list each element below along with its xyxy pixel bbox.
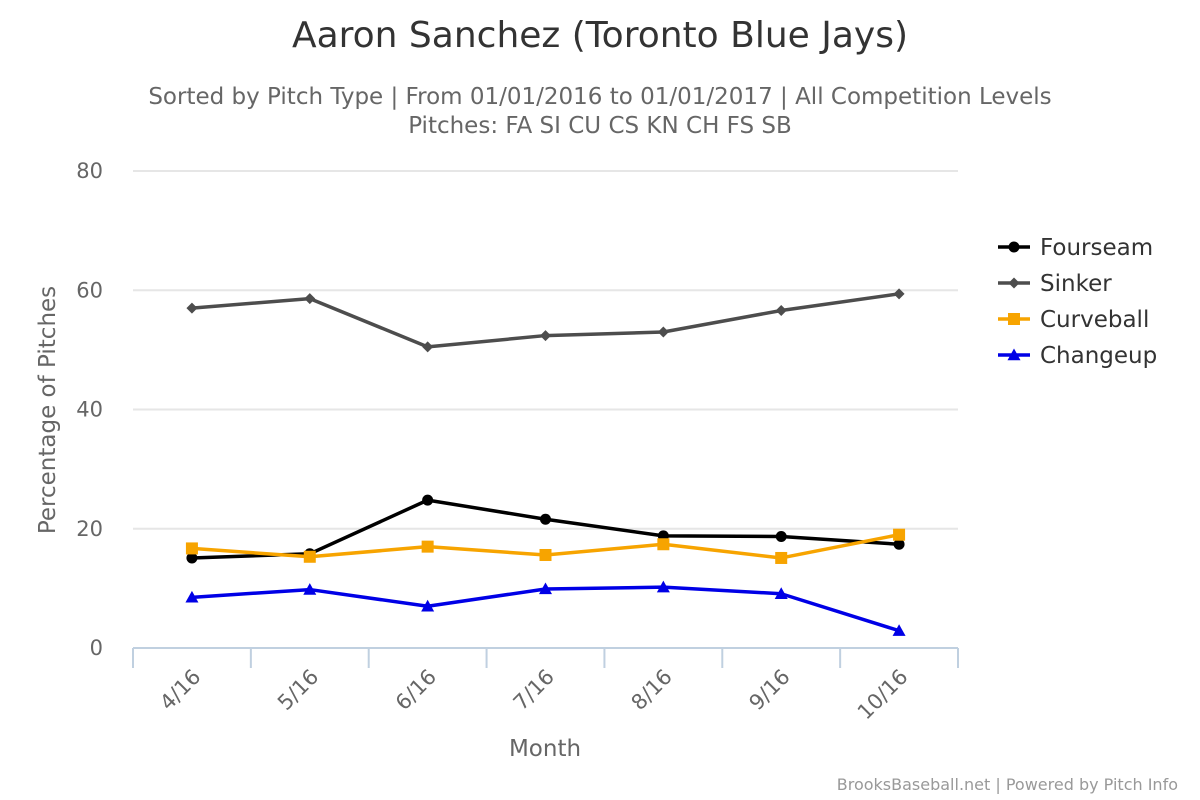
legend-item-sinker[interactable]: Sinker xyxy=(998,271,1112,297)
legend-item-changeup[interactable]: Changeup xyxy=(998,343,1157,369)
x-tick-label: 10/16 xyxy=(853,665,913,725)
y-tick-label: 20 xyxy=(76,517,103,541)
data-point-sinker[interactable] xyxy=(775,305,787,317)
y-axis-ticks: 0 20 40 60 80 xyxy=(76,159,103,660)
y-tick-label: 0 xyxy=(90,636,103,660)
data-point-changeup[interactable] xyxy=(421,599,435,612)
data-point-curveball[interactable] xyxy=(539,548,552,561)
data-point-fourseam[interactable] xyxy=(186,552,198,564)
x-tick-label: 7/16 xyxy=(509,665,559,715)
x-tick-label: 8/16 xyxy=(627,665,677,715)
legend-label: Sinker xyxy=(1040,271,1112,297)
data-point-sinker[interactable] xyxy=(893,288,905,300)
data-point-fourseam[interactable] xyxy=(893,538,905,550)
legend[interactable]: Fourseam Sinker Curveball Changeup xyxy=(998,235,1157,369)
data-point-changeup[interactable] xyxy=(539,582,552,595)
data-point-curveball[interactable] xyxy=(185,542,198,555)
data-point-sinker[interactable] xyxy=(186,302,198,314)
legend-marker xyxy=(1007,348,1021,361)
legend-label: Fourseam xyxy=(1040,235,1153,261)
x-tick-label: 9/16 xyxy=(744,665,794,715)
gridlines xyxy=(133,170,958,530)
y-axis-title: Percentage of Pitches xyxy=(35,286,61,534)
data-point-curveball[interactable] xyxy=(303,550,316,563)
x-tick-label: 6/16 xyxy=(391,665,441,715)
data-point-sinker[interactable] xyxy=(422,341,434,353)
data-point-fourseam[interactable] xyxy=(540,513,551,525)
legend-label: Curveball xyxy=(1040,307,1149,333)
y-tick-label: 80 xyxy=(76,159,103,183)
y-tick-label: 40 xyxy=(76,398,103,422)
series-sinker[interactable] xyxy=(186,288,905,353)
data-point-changeup[interactable] xyxy=(892,624,906,636)
data-point-sinker[interactable] xyxy=(304,293,316,305)
chart-subtitle-line-1: Sorted by Pitch Type | From 01/01/2016 t… xyxy=(148,84,1051,110)
legend-label: Changeup xyxy=(1040,343,1157,369)
legend-marker xyxy=(1008,241,1020,253)
data-point-curveball[interactable] xyxy=(893,528,906,541)
data-point-changeup[interactable] xyxy=(185,590,199,603)
data-point-changeup[interactable] xyxy=(774,587,788,599)
x-axis: 4/16 5/16 6/16 7/16 8/16 9/16 10/16 xyxy=(132,647,959,725)
series-curveball[interactable] xyxy=(185,528,906,564)
legend-item-fourseam[interactable]: Fourseam xyxy=(998,235,1153,261)
data-point-curveball[interactable] xyxy=(421,540,434,553)
legend-marker xyxy=(1008,313,1020,325)
x-tick-label: 5/16 xyxy=(273,665,323,715)
data-point-fourseam[interactable] xyxy=(422,494,434,506)
chart-title: Aaron Sanchez (Toronto Blue Jays) xyxy=(292,15,908,56)
data-point-changeup[interactable] xyxy=(303,583,317,595)
credits[interactable]: BrooksBaseball.net | Powered by Pitch In… xyxy=(837,775,1178,794)
data-point-curveball[interactable] xyxy=(657,538,670,551)
data-point-curveball[interactable] xyxy=(775,551,788,564)
x-axis-title: Month xyxy=(509,736,581,762)
legend-item-curveball[interactable]: Curveball xyxy=(998,307,1149,333)
data-point-fourseam[interactable] xyxy=(775,531,787,543)
series-layer xyxy=(185,288,906,636)
series-changeup[interactable] xyxy=(185,580,906,636)
chart-subtitle-line-2: Pitches: FA SI CU CS KN CH FS SB xyxy=(408,113,792,139)
data-point-sinker[interactable] xyxy=(540,330,551,342)
legend-marker xyxy=(1008,277,1020,289)
data-point-changeup[interactable] xyxy=(656,580,670,593)
data-point-sinker[interactable] xyxy=(657,326,669,338)
x-tick-label: 4/16 xyxy=(155,665,205,715)
y-tick-label: 60 xyxy=(76,278,103,302)
